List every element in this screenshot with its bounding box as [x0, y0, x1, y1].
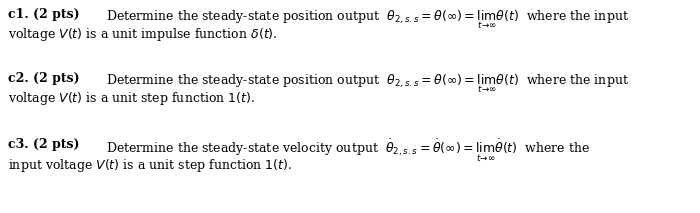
Text: c3. (2 pts): c3. (2 pts) [8, 138, 84, 151]
Text: Determine the steady-state position output  $\theta_{2,s.s} = \theta(\infty) = \: Determine the steady-state position outp… [106, 72, 629, 95]
Text: voltage $V(t)$ is a unit step function $1(t)$.: voltage $V(t)$ is a unit step function $… [8, 90, 256, 107]
Text: voltage $V(t)$ is a unit impulse function $\delta(t)$.: voltage $V(t)$ is a unit impulse functio… [8, 26, 278, 43]
Text: Determine the steady-state velocity output  $\dot{\theta}_{2,s.s} = \dot{\theta}: Determine the steady-state velocity outp… [106, 138, 590, 164]
Text: input voltage $V(t)$ is a unit step function $1(t)$.: input voltage $V(t)$ is a unit step func… [8, 157, 293, 174]
Text: c1. (2 pts): c1. (2 pts) [8, 8, 85, 21]
Text: c2. (2 pts): c2. (2 pts) [8, 72, 85, 85]
Text: Determine the steady-state position output  $\theta_{2,s.s} = \theta(\infty) = \: Determine the steady-state position outp… [106, 8, 629, 31]
